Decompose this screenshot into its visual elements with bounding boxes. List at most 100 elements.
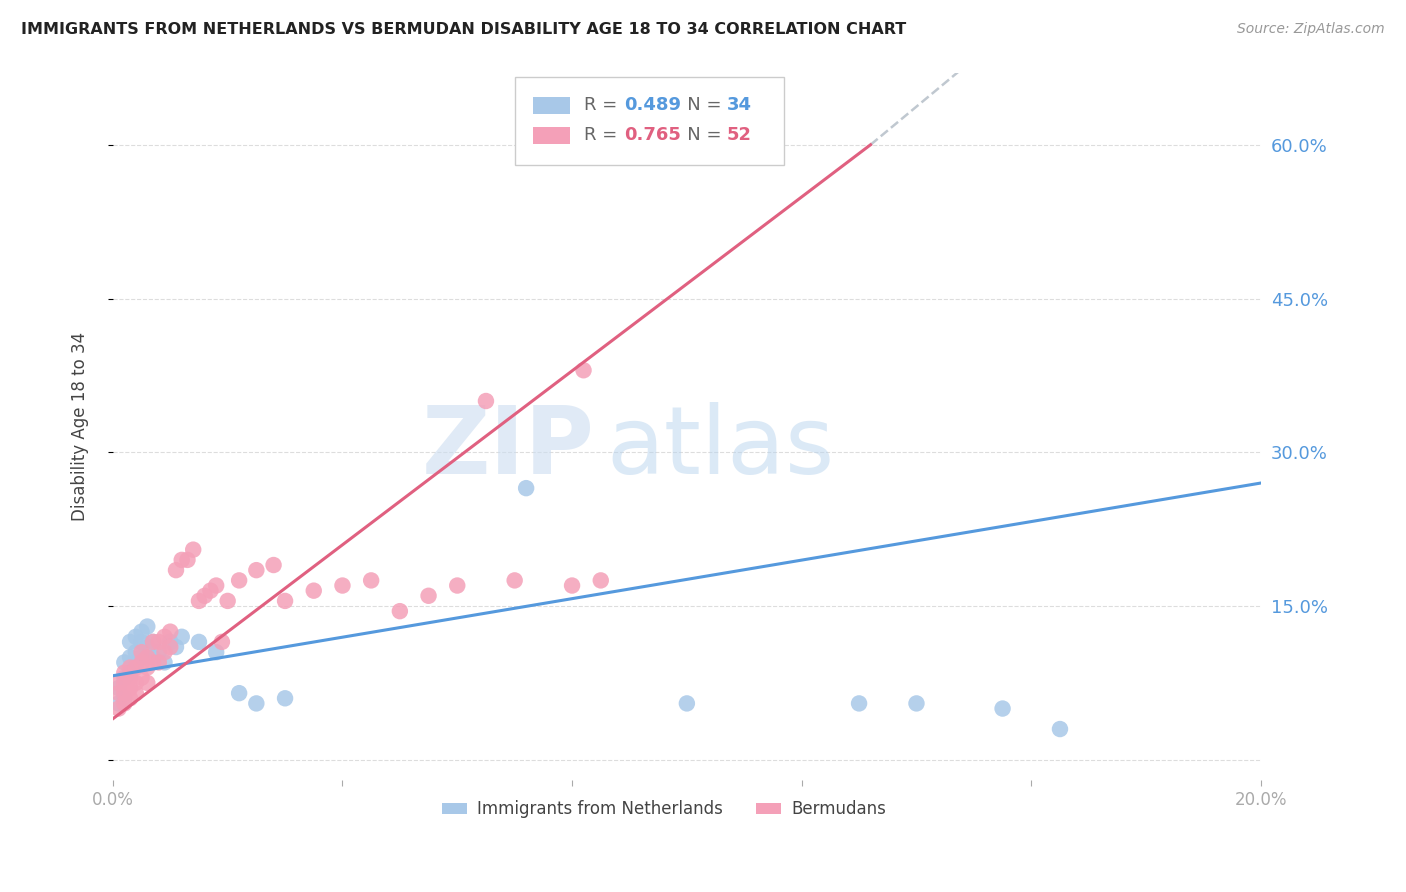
Text: IMMIGRANTS FROM NETHERLANDS VS BERMUDAN DISABILITY AGE 18 TO 34 CORRELATION CHAR: IMMIGRANTS FROM NETHERLANDS VS BERMUDAN … [21,22,907,37]
Point [112,691,135,706]
Point [194,589,217,603]
Point [153,645,176,659]
Point [131,671,153,685]
Point [107,701,129,715]
Point [188,635,211,649]
Point [205,645,228,659]
Point [159,640,181,654]
Point [176,553,198,567]
Point [136,619,159,633]
Point [120,660,142,674]
Point [165,640,187,654]
Point [107,681,129,695]
Point [188,594,211,608]
Text: ZIP: ZIP [422,402,595,494]
Point [148,635,170,649]
Point [200,583,222,598]
Point [205,578,228,592]
Text: 34: 34 [727,95,752,114]
Point [446,578,468,592]
Point [125,645,148,659]
Point [332,578,354,592]
Point [120,650,142,665]
Point [181,542,204,557]
Text: Source: ZipAtlas.com: Source: ZipAtlas.com [1237,22,1385,37]
Point [136,640,159,654]
Point [125,630,148,644]
Point [676,697,699,711]
Point [107,697,129,711]
Point [142,650,165,665]
Point [170,553,193,567]
Point [228,574,250,588]
Point [112,686,135,700]
Point [142,635,165,649]
Point [120,635,142,649]
Point [125,686,148,700]
FancyBboxPatch shape [533,97,569,114]
FancyBboxPatch shape [533,128,569,145]
Point [112,656,135,670]
Text: R =: R = [583,95,623,114]
Point [107,686,129,700]
Point [515,481,537,495]
Point [228,686,250,700]
Point [131,656,153,670]
Text: N =: N = [669,95,727,114]
Point [211,635,233,649]
FancyBboxPatch shape [515,77,785,165]
Point [112,671,135,685]
Point [120,681,142,695]
Point [107,676,129,690]
Point [589,574,612,588]
Point [418,589,440,603]
Point [991,701,1014,715]
Point [848,697,870,711]
Point [1049,722,1071,736]
Point [503,574,526,588]
Text: atlas: atlas [606,402,835,494]
Point [131,635,153,649]
Point [245,697,267,711]
Point [274,594,297,608]
Point [125,676,148,690]
Point [131,624,153,639]
Point [217,594,239,608]
Point [263,558,285,572]
Point [131,650,153,665]
Point [112,676,135,690]
Point [136,650,159,665]
Point [142,656,165,670]
Point [170,630,193,644]
Point [159,624,181,639]
Text: 0.489: 0.489 [624,95,681,114]
Point [125,656,148,670]
Point [120,691,142,706]
Point [245,563,267,577]
Point [274,691,297,706]
Point [388,604,411,618]
Point [153,630,176,644]
Point [112,697,135,711]
Point [561,578,583,592]
Point [148,656,170,670]
Point [148,645,170,659]
Point [120,665,142,680]
Point [475,394,498,409]
Point [905,697,928,711]
Y-axis label: Disability Age 18 to 34: Disability Age 18 to 34 [72,332,89,521]
Point [142,635,165,649]
Text: 52: 52 [727,127,752,145]
Point [136,660,159,674]
Text: 0.765: 0.765 [624,127,681,145]
Point [302,583,325,598]
Text: N =: N = [669,127,727,145]
Point [572,363,595,377]
Point [159,635,181,649]
Point [112,665,135,680]
Point [131,645,153,659]
Point [136,676,159,690]
Point [125,660,148,674]
Text: R =: R = [583,127,623,145]
Point [153,656,176,670]
